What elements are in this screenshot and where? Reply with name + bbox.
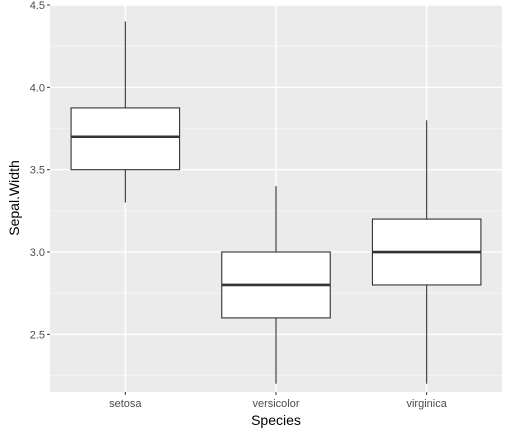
y-axis-title: Sepal.Width	[6, 160, 22, 235]
x-tick-label-virginica: virginica	[406, 398, 447, 410]
x-axis-title: Species	[251, 412, 301, 428]
interquartile-box	[70, 107, 181, 171]
x-axis-ticks: setosa versicolor virginica	[109, 392, 448, 410]
y-tick-label: 2.5	[30, 329, 45, 341]
box-virginica	[371, 120, 482, 384]
x-tick-label-versicolor: versicolor	[252, 398, 299, 410]
y-tick-label: 3.5	[30, 165, 45, 177]
y-tick-label: 3.0	[30, 247, 45, 259]
y-tick-label: 4.0	[30, 82, 45, 94]
box-setosa	[70, 21, 181, 203]
y-axis-ticks: 2.5 3.0 3.5 4.0 4.5	[30, 0, 50, 341]
boxes	[70, 21, 482, 384]
y-tick-label: 4.5	[30, 0, 45, 12]
box-versicolor	[221, 186, 331, 384]
x-tick-label-setosa: setosa	[109, 398, 142, 410]
